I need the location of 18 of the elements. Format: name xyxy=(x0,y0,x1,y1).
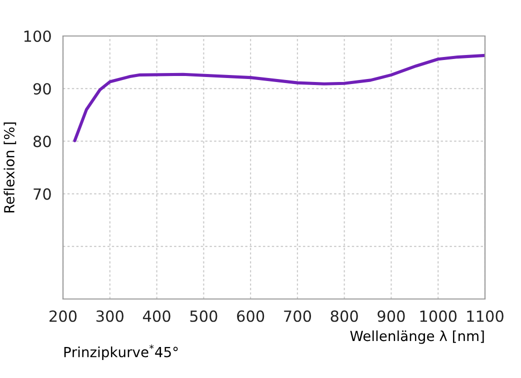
x-tick-label: 500 xyxy=(190,310,218,322)
y-tick-label: 70 xyxy=(34,188,51,200)
x-tick-label: 400 xyxy=(142,310,170,322)
x-tick-label: 600 xyxy=(237,310,264,322)
text: Prinzipkurve$^{*}$45° xyxy=(64,344,178,360)
line-series xyxy=(73,54,485,142)
y-tick-label: 80 xyxy=(33,136,51,148)
x-tick-label: 1000 xyxy=(420,310,457,322)
y-tick-label: 90 xyxy=(33,83,51,95)
y-tick-label: 100 xyxy=(24,30,51,42)
x-tick-label: 200 xyxy=(50,310,77,322)
y-axis-title: Reflexion [%] xyxy=(4,122,16,212)
x-tick-label: 700 xyxy=(284,310,312,322)
x-tick-label: 800 xyxy=(330,310,358,322)
x-axis-title: Wellenlänge λ [nm] xyxy=(350,330,484,344)
x-tick-label: 900 xyxy=(378,310,405,322)
x-tick-label: 1100 xyxy=(467,310,504,322)
x-tick-label: 300 xyxy=(96,310,124,322)
